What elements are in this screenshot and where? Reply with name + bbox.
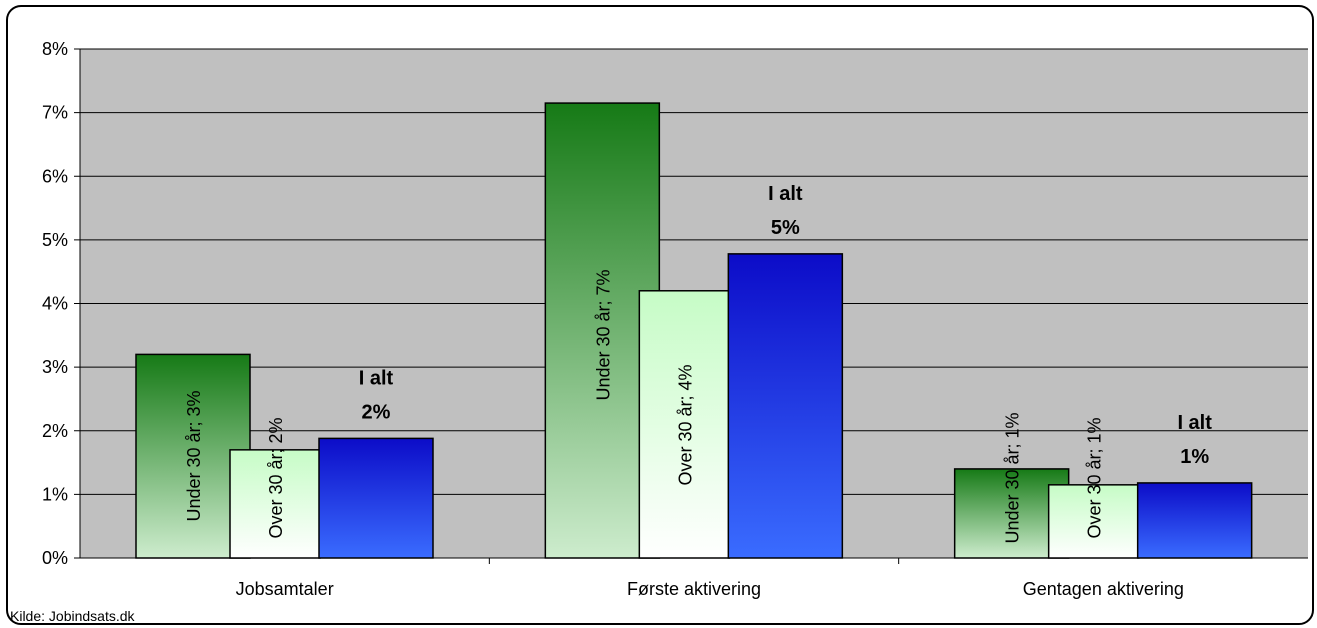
- y-tick-label: 0%: [42, 548, 68, 568]
- total-value: 5%: [771, 217, 800, 239]
- total-value: 2%: [362, 401, 391, 423]
- total-label: I alt: [359, 367, 394, 389]
- bars: [135, 102, 1253, 559]
- y-tick-label: 4%: [42, 294, 68, 314]
- axes: 0% 1% 2% 3% 4% 5% 6% 7% 8% Jobsamtaler Første akti…: [42, 39, 1308, 599]
- bar-total: [1136, 482, 1253, 559]
- bar-total: [318, 437, 434, 559]
- data-label: Over 30 år; 2%: [266, 417, 286, 538]
- y-tick-label: 2%: [42, 421, 68, 441]
- x-category-label: Gentagen aktivering: [1023, 579, 1184, 599]
- bar-over-30: [638, 290, 731, 559]
- source-note: Kilde: Jobindsats.dk: [10, 608, 136, 624]
- data-label: Over 30 år; 4%: [675, 364, 695, 485]
- data-label: Over 30 år; 1%: [1085, 417, 1105, 538]
- y-tick-label: 1%: [42, 484, 68, 504]
- total-label: I alt: [768, 183, 803, 205]
- y-tick-label: 5%: [42, 230, 68, 250]
- total-label: I alt: [1177, 412, 1212, 434]
- bar-over-30: [1047, 484, 1140, 559]
- labels: Under 30 år; 3% Over 30 år; 2% I alt 2% Unde…: [184, 183, 1212, 544]
- x-category-label: Jobsamtaler: [236, 579, 334, 599]
- y-tick-label: 3%: [42, 357, 68, 377]
- data-label: Under 30 år; 7%: [593, 269, 613, 400]
- y-tick-label: 6%: [42, 166, 68, 186]
- data-label: Under 30 år; 3%: [184, 390, 204, 521]
- total-value: 1%: [1180, 446, 1209, 468]
- data-label: Under 30 år; 1%: [1003, 412, 1023, 543]
- x-category-label: Første aktivering: [627, 579, 761, 599]
- y-tick-label: 8%: [42, 39, 68, 59]
- bar-total: [727, 253, 844, 559]
- y-tick-label: 7%: [42, 103, 68, 123]
